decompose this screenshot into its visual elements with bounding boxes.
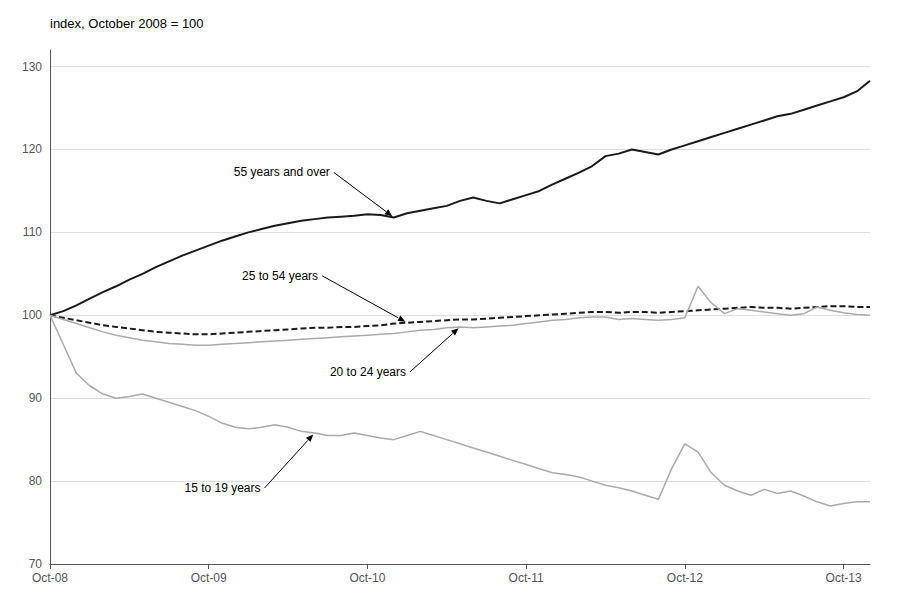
svg-text:70: 70 xyxy=(29,557,43,571)
svg-text:Oct-13: Oct-13 xyxy=(826,571,862,585)
svg-text:80: 80 xyxy=(29,474,43,488)
svg-text:20 to 24 years: 20 to 24 years xyxy=(330,365,406,379)
svg-text:index, October 2008 = 100: index, October 2008 = 100 xyxy=(50,16,204,31)
svg-text:Oct-08: Oct-08 xyxy=(32,571,68,585)
svg-text:55 years and over: 55 years and over xyxy=(234,165,330,179)
svg-text:130: 130 xyxy=(22,60,42,74)
svg-text:Oct-11: Oct-11 xyxy=(509,571,544,585)
svg-text:Oct-10: Oct-10 xyxy=(349,571,385,585)
svg-text:100: 100 xyxy=(22,308,42,322)
svg-text:Oct-09: Oct-09 xyxy=(191,571,227,585)
svg-text:120: 120 xyxy=(22,142,42,156)
svg-text:Oct-12: Oct-12 xyxy=(667,571,703,585)
svg-text:25 to 54 years: 25 to 54 years xyxy=(242,269,318,283)
svg-text:90: 90 xyxy=(29,391,43,405)
svg-text:110: 110 xyxy=(23,225,42,239)
svg-text:15 to 19 years: 15 to 19 years xyxy=(184,481,260,495)
